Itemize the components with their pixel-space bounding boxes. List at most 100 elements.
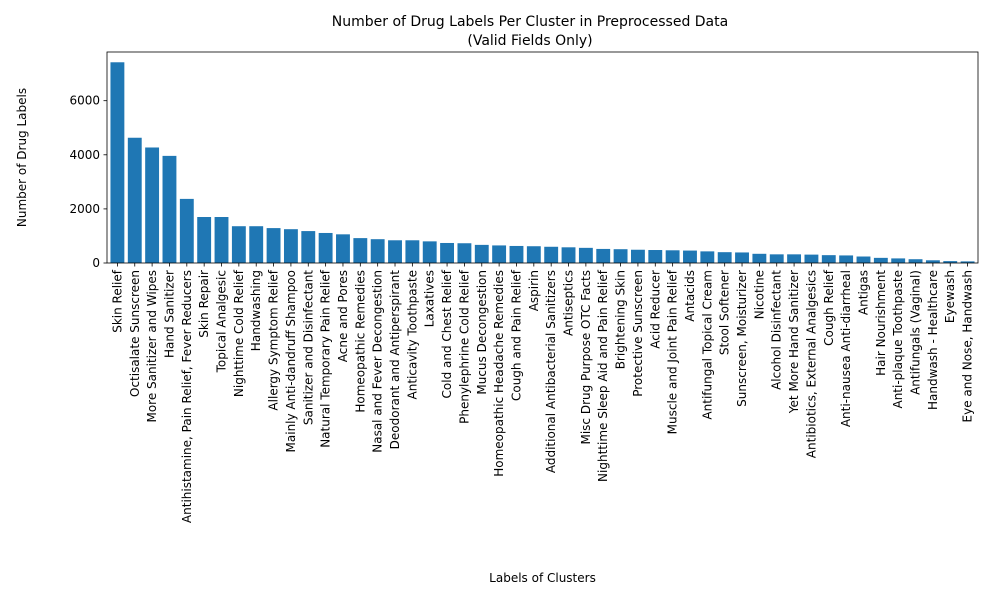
y-axis-label: Number of Drug Labels xyxy=(15,88,29,227)
x-tick-label-0: Skin Relief xyxy=(110,269,124,333)
bar-14 xyxy=(353,238,368,263)
axes-frame xyxy=(106,51,979,264)
x-tick-label-23: Cough and Pain Relief xyxy=(509,269,523,401)
bar-15 xyxy=(370,239,385,263)
bar-34 xyxy=(700,251,715,263)
x-tick-label-8: Handwashing xyxy=(249,270,263,351)
chart-subtitle: (Valid Fields Only) xyxy=(467,33,592,49)
x-tick-label-27: Misc Drug Purpose OTC Facts xyxy=(579,270,593,445)
bar-47 xyxy=(925,260,940,263)
x-tick-label-30: Protective Sunscreen xyxy=(631,270,645,397)
bar-35 xyxy=(717,252,732,263)
y-axis-ticks: 0 2000 4000 6000 xyxy=(69,94,107,270)
y-tick-label-2: 4000 xyxy=(69,148,100,162)
x-tick-label-6: Topical Analgesic xyxy=(215,270,229,373)
bar-30 xyxy=(630,249,645,263)
x-tick-label-12: Natural Temporary Pain Relief xyxy=(319,269,333,448)
x-tick-label-44: Hair Nourishment xyxy=(874,270,888,376)
bar-44 xyxy=(873,257,888,263)
x-tick-label-5: Skin Repair xyxy=(197,270,211,338)
bar-25 xyxy=(544,246,559,263)
bar-42 xyxy=(839,255,854,263)
bar-39 xyxy=(787,254,802,263)
x-tick-label-2: More Sanitizer and Wipes xyxy=(145,270,159,423)
x-tick-label-15: Nasal and Fever Decongestion xyxy=(371,270,385,453)
bar-46 xyxy=(908,259,923,263)
x-tick-label-21: Mucus Decongestion xyxy=(475,270,489,395)
bar-41 xyxy=(821,255,836,263)
bar-21 xyxy=(474,244,489,263)
bar-32 xyxy=(665,250,680,263)
x-tick-label-49: Eye and Nose, Handwash xyxy=(961,270,975,422)
x-tick-label-40: Antibiotics, External Analgesics xyxy=(804,270,818,458)
bar-16 xyxy=(388,240,402,263)
bar-38 xyxy=(769,254,784,263)
bar-33 xyxy=(683,250,697,263)
x-tick-label-10: Mainly Anti-dandruff Shampoo xyxy=(284,270,298,452)
y-tick-label-3: 6000 xyxy=(69,94,100,108)
x-tick-label-18: Laxatives xyxy=(423,270,437,327)
bar-17 xyxy=(405,240,420,263)
bar-26 xyxy=(561,247,576,263)
x-tick-label-7: Nighttime Cold Relief xyxy=(232,269,246,397)
x-tick-label-31: Acid Reducer xyxy=(648,270,662,349)
bars-group xyxy=(110,62,975,263)
x-tick-label-47: Handwash - Healthcare xyxy=(926,270,940,410)
x-tick-label-1: Octisalate Sunscreen xyxy=(128,270,142,397)
x-tick-label-39: Yet More Hand Sanitizer xyxy=(787,270,801,414)
x-axis-label: Labels of Clusters xyxy=(489,571,596,585)
bar-4 xyxy=(179,198,194,263)
bar-29 xyxy=(613,249,628,263)
x-tick-label-45: Anti-plaque Toothpaste xyxy=(891,270,905,409)
bar-6 xyxy=(214,217,229,263)
bar-10 xyxy=(283,229,298,263)
bar-36 xyxy=(735,252,749,263)
x-tick-label-33: Antacids xyxy=(683,270,697,322)
x-tick-label-46: Antifungals (Vaginal) xyxy=(909,270,923,395)
x-tick-label-37: Nicotine xyxy=(752,270,766,319)
bar-13 xyxy=(336,234,350,263)
x-tick-label-38: Alcohol Disinfectant xyxy=(770,270,784,390)
bar-12 xyxy=(318,232,333,263)
x-tick-label-43: Antigas xyxy=(856,270,870,315)
x-tick-label-34: Antifungal Topical Cream xyxy=(700,270,714,420)
bar-0 xyxy=(110,62,125,263)
x-tick-label-26: Antiseptics xyxy=(562,270,576,336)
bar-2 xyxy=(145,147,160,263)
bar-11 xyxy=(301,231,316,263)
x-tick-label-14: Homeopathic Remedies xyxy=(353,270,367,413)
bar-9 xyxy=(266,228,281,263)
x-tick-label-41: Cough Relief xyxy=(822,269,836,346)
bar-37 xyxy=(752,253,767,263)
bar-28 xyxy=(596,248,611,263)
bar-40 xyxy=(804,254,819,263)
bar-7 xyxy=(231,226,246,263)
bar-31 xyxy=(648,250,663,263)
bar-48 xyxy=(943,261,958,263)
x-tick-label-48: Eyewash xyxy=(943,270,957,323)
x-tick-label-36: Sunscreen, Moisturizer xyxy=(735,270,749,407)
x-tick-label-19: Cold and Chest Relief xyxy=(440,269,454,398)
bar-18 xyxy=(422,241,437,263)
bar-22 xyxy=(492,245,507,263)
x-tick-label-4: Antihistamine, Pain Relief, Fever Reduce… xyxy=(180,270,194,523)
bar-8 xyxy=(249,226,264,263)
bar-45 xyxy=(891,258,906,263)
bar-27 xyxy=(578,247,593,263)
x-tick-label-9: Allergy Symptom Relief xyxy=(267,269,281,410)
x-tick-label-11: Sanitizer and Disinfectant xyxy=(301,270,315,425)
chart-title: Number of Drug Labels Per Cluster in Pre… xyxy=(332,14,728,30)
bar-5 xyxy=(197,217,212,263)
x-tick-label-35: Stool Softener xyxy=(718,270,732,355)
x-tick-label-25: Additional Antibacterial Sanitizers xyxy=(544,270,558,473)
x-tick-label-42: Anti-nausea Anti-diarrheal xyxy=(839,270,853,427)
x-tick-label-28: Nighttime Sleep Aid and Pain Relief xyxy=(596,269,610,482)
x-axis-ticks: Skin Relief Octisalate Sunscreen More Sani… xyxy=(110,263,975,523)
x-tick-label-3: Hand Sanitizer xyxy=(162,270,176,358)
x-tick-label-16: Deodorant and Antiperspirant xyxy=(388,270,402,450)
x-tick-label-13: Acne and Pores xyxy=(336,270,350,362)
x-tick-label-20: Phenylephrine Cold Relief xyxy=(457,269,471,424)
x-tick-label-29: Brightening Skin xyxy=(614,270,628,369)
